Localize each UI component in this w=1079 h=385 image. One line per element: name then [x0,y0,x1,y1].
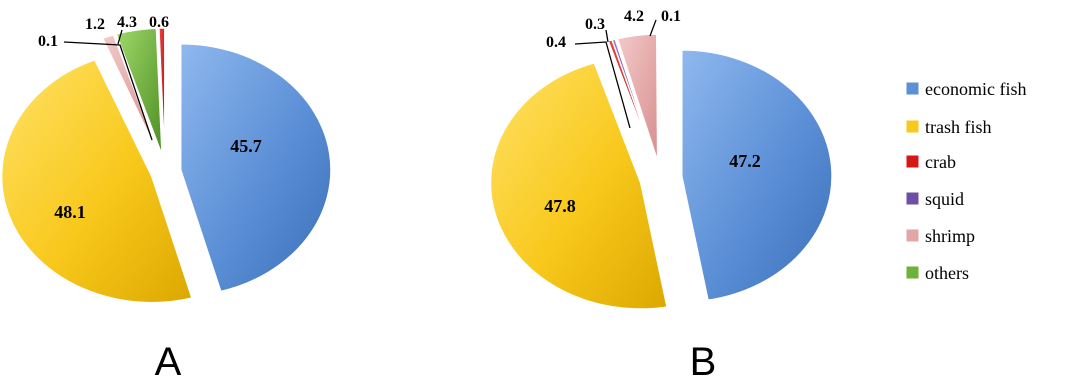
data-label-trash-fish-a: 48.1 [54,202,86,222]
data-label-shrimp-b: 4.2 [624,8,644,25]
slice-shrimp-a [101,34,160,156]
legend-label-squid: squid [925,189,964,209]
data-label-squid-b: 0.3 [585,16,605,33]
data-label-crab-b: 0.4 [546,34,566,51]
legend-label-others: others [925,263,969,283]
data-label-others-b: 0.1 [661,8,681,25]
legend-label-economic-fish: economic fish [925,79,1026,99]
data-label-trash-fish-b: 47.8 [544,196,576,216]
pie-b-leader-lines [574,19,657,129]
slice-others-a [115,27,163,155]
pie-chart-a: 45.7 48.1 0.1 1.2 4.3 0.6 A [1,14,332,384]
slice-economic-fish-a [180,43,332,292]
legend-item-others: others [905,263,969,283]
data-label-shrimp-a: 1.2 [85,16,105,33]
panel-label-a: A [155,340,182,384]
slice-shrimp-b [616,33,659,161]
leader-line-squid-a [63,41,153,141]
legend-swatch-crab [905,154,920,169]
legend-swatch-squid [905,191,920,206]
legend-swatch-others [905,265,920,280]
pie-b-slices [490,33,833,310]
legend-swatch-shrimp [905,228,920,243]
legend-item-economic-fish: economic fish [905,79,1026,99]
leader-line-crab-b [574,41,631,129]
pie-a-leader-lines [63,29,153,141]
data-label-squid-a: 0.1 [38,33,58,50]
pie-chart-b: 47.2 47.8 0.4 0.3 4.2 0.1 B [490,8,833,384]
legend-label-shrimp: shrimp [925,226,975,246]
leader-line-squid-b [605,29,609,43]
data-label-others-a: 4.3 [117,14,137,31]
data-label-economic-fish-a: 45.7 [230,136,262,156]
slice-trash-fish-b [490,62,668,310]
slice-economic-fish-b [681,49,833,301]
pie-a-data-labels: 45.7 48.1 0.1 1.2 4.3 0.6 [38,14,262,222]
legend-item-crab: crab [905,152,956,172]
pie-b-data-labels: 47.2 47.8 0.4 0.3 4.2 0.1 [544,8,761,216]
panel-label-b: B [690,340,717,384]
legend-item-shrimp: shrimp [905,226,975,246]
pie-a-slices [1,27,332,304]
legend-item-trash-fish: trash fish [905,117,992,137]
slice-squid-b [611,38,656,161]
legend-swatch-trash-fish [905,119,920,134]
legend-swatch-economic-fish [905,81,920,96]
slice-crab-a [158,27,166,155]
slice-trash-fish-a [1,59,193,304]
leader-line-shrimp-a [117,29,123,45]
leader-line-others-b [649,19,657,37]
legend-label-trash-fish: trash fish [925,117,992,137]
slice-squid-a [100,37,159,156]
legend-item-squid: squid [905,189,964,209]
slice-others-b [658,33,661,161]
data-label-economic-fish-b: 47.2 [729,151,761,171]
legend: economic fish trash fish crab squid shri… [905,79,1026,283]
data-label-crab-a: 0.6 [149,14,169,31]
legend-label-crab: crab [925,152,956,172]
